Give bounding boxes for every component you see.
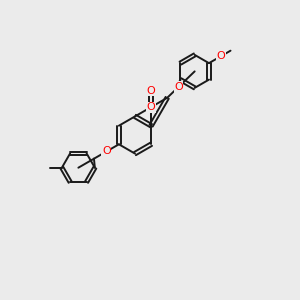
Text: O: O [102, 146, 111, 157]
Text: O: O [174, 82, 183, 92]
Text: O: O [147, 102, 155, 112]
Text: O: O [216, 51, 225, 62]
Text: O: O [147, 85, 155, 96]
